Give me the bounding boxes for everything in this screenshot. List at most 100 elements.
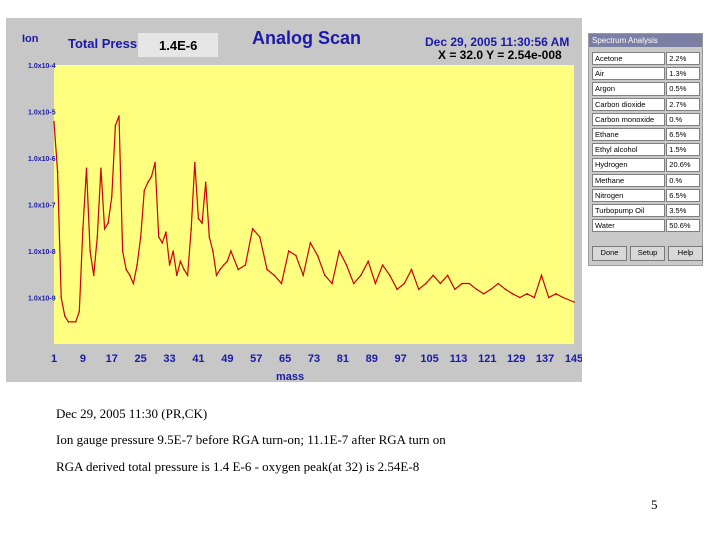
spectrum-point <box>121 250 124 252</box>
panel-buttons: Done Setup Help <box>592 246 703 261</box>
spectrum-point <box>139 236 142 238</box>
total-pressure-box <box>138 33 218 57</box>
spectrum-point <box>89 250 91 252</box>
total-pressure-value: 1.4E-6 <box>159 38 197 53</box>
gas-row: Argon 0.5% <box>592 81 700 96</box>
gas-value: 0.5% <box>666 82 700 96</box>
y-tick-label: 1.0x10-5 <box>28 110 56 117</box>
gas-row: Nitrogen 6.5% <box>592 188 700 203</box>
spectrum-point <box>172 250 174 252</box>
spectrum-point <box>212 250 214 252</box>
gas-value: 50.6% <box>666 219 700 233</box>
spectrum-point <box>417 288 420 291</box>
spectrum-point <box>396 288 398 291</box>
spectrum-point <box>56 171 59 173</box>
gas-row: Methane 0.% <box>592 173 700 188</box>
spectrum-point <box>562 296 564 299</box>
spectrum-point <box>251 228 254 230</box>
gas-name: Water <box>592 219 666 233</box>
spectrum-point <box>324 274 326 277</box>
spectrum-point <box>345 264 348 266</box>
spectrum-point <box>107 222 109 224</box>
gas-row: Ethyl alcohol 1.5% <box>592 142 700 157</box>
caption-date: Dec 29, 2005 11:30 (PR,CK) <box>56 406 208 421</box>
y-tick-label: 1.0x10-6 <box>28 156 56 163</box>
spectrum-point <box>410 268 413 271</box>
gas-value: 0.% <box>666 173 700 187</box>
analog-scan-plot[interactable]: Ion Total Pressure 1.4E-6 Analog Scan De… <box>6 18 582 382</box>
spectrum-point <box>244 264 247 266</box>
gas-value: 3.5% <box>666 203 700 218</box>
x-tick-label: 57 <box>250 353 262 365</box>
setup-button[interactable]: Setup <box>630 246 665 261</box>
gas-name: Ethane <box>592 127 666 142</box>
spectrum-point <box>547 296 550 299</box>
spectrum-point <box>186 274 189 277</box>
spectrum-point <box>67 321 70 323</box>
spectrum-point <box>316 254 319 257</box>
spectrum-point <box>475 288 478 291</box>
gas-row: Air 1.3% <box>592 66 700 81</box>
x-tick-label: 113 <box>450 353 468 365</box>
gas-row: Carbon dioxide 2.7% <box>592 97 700 112</box>
spectrum-point <box>222 264 225 266</box>
spectrum-point <box>85 167 88 170</box>
spectrum-point <box>497 282 499 285</box>
spectrum-analysis-panel: Spectrum Analysis Acetone 2.2% Air 1.3% Ar… <box>588 33 703 266</box>
spectrum-point <box>432 274 434 277</box>
spectrum-point <box>389 274 391 277</box>
spectrum-point <box>360 274 362 277</box>
gas-row: Water 50.6% <box>592 218 700 233</box>
spectrum-point <box>201 222 203 224</box>
spectrum-point <box>103 228 106 230</box>
x-tick-label: 81 <box>337 353 349 365</box>
spectrum-point <box>226 260 229 263</box>
gas-row: Carbon monoxide 0.% <box>592 112 700 127</box>
x-tick-label: 73 <box>308 353 320 365</box>
spectrum-point <box>526 293 528 295</box>
spectrum-point <box>302 274 304 277</box>
spectrum-point <box>374 282 377 285</box>
spectrum-point <box>125 268 128 271</box>
x-tick-label: 97 <box>395 353 407 365</box>
gas-name: Argon <box>592 82 666 96</box>
spectrum-point <box>533 296 536 299</box>
spectrum-point <box>129 274 131 277</box>
spectrum-point <box>273 274 276 277</box>
spectrum-point <box>287 250 290 252</box>
gas-table: Acetone 2.2% Air 1.3% Argon 0.5% Carbon dio… <box>592 51 700 233</box>
spectrum-point <box>175 274 178 277</box>
plot-area <box>54 65 574 344</box>
spectrum-point <box>219 268 221 271</box>
y-tick-label: 1.0x10-4 <box>28 63 56 70</box>
x-tick-labels: 1 9 17 25 33 41 49 57 65 73 81 89 97 105 113 121 129 137 1… <box>51 353 582 365</box>
spectrum-point <box>154 161 156 164</box>
x-tick-label: 41 <box>192 353 204 365</box>
x-tick-label: 17 <box>106 353 118 365</box>
spectrum-point <box>179 260 182 263</box>
x-tick-label: 129 <box>507 353 525 365</box>
help-button[interactable]: Help <box>668 246 703 261</box>
gas-name: Carbon monoxide <box>592 112 666 126</box>
spectrum-point <box>266 268 268 271</box>
spectrum-point <box>161 242 164 244</box>
spectrum-point <box>82 228 84 230</box>
spectrum-point <box>92 274 95 277</box>
spectrum-point <box>237 268 239 271</box>
spectrum-point <box>100 167 102 170</box>
x-tick-label: 25 <box>135 353 147 365</box>
spectrum-point <box>519 296 521 299</box>
x-tick-label: 145 <box>565 353 582 365</box>
spectrum-point <box>114 124 117 127</box>
spectrum-point <box>60 296 63 299</box>
spectrum-point <box>208 236 211 238</box>
x-tick-label: 49 <box>221 353 233 365</box>
done-button[interactable]: Done <box>592 246 627 261</box>
spectrum-point <box>168 264 171 266</box>
x-tick-label: 137 <box>536 353 554 365</box>
spectrum-point <box>280 282 283 285</box>
spectrum-point <box>204 181 207 184</box>
cursor-readout: X = 32.0 Y = 2.54e-008 <box>438 48 562 62</box>
spectrum-point <box>555 293 557 295</box>
spectrum-point <box>338 250 341 252</box>
